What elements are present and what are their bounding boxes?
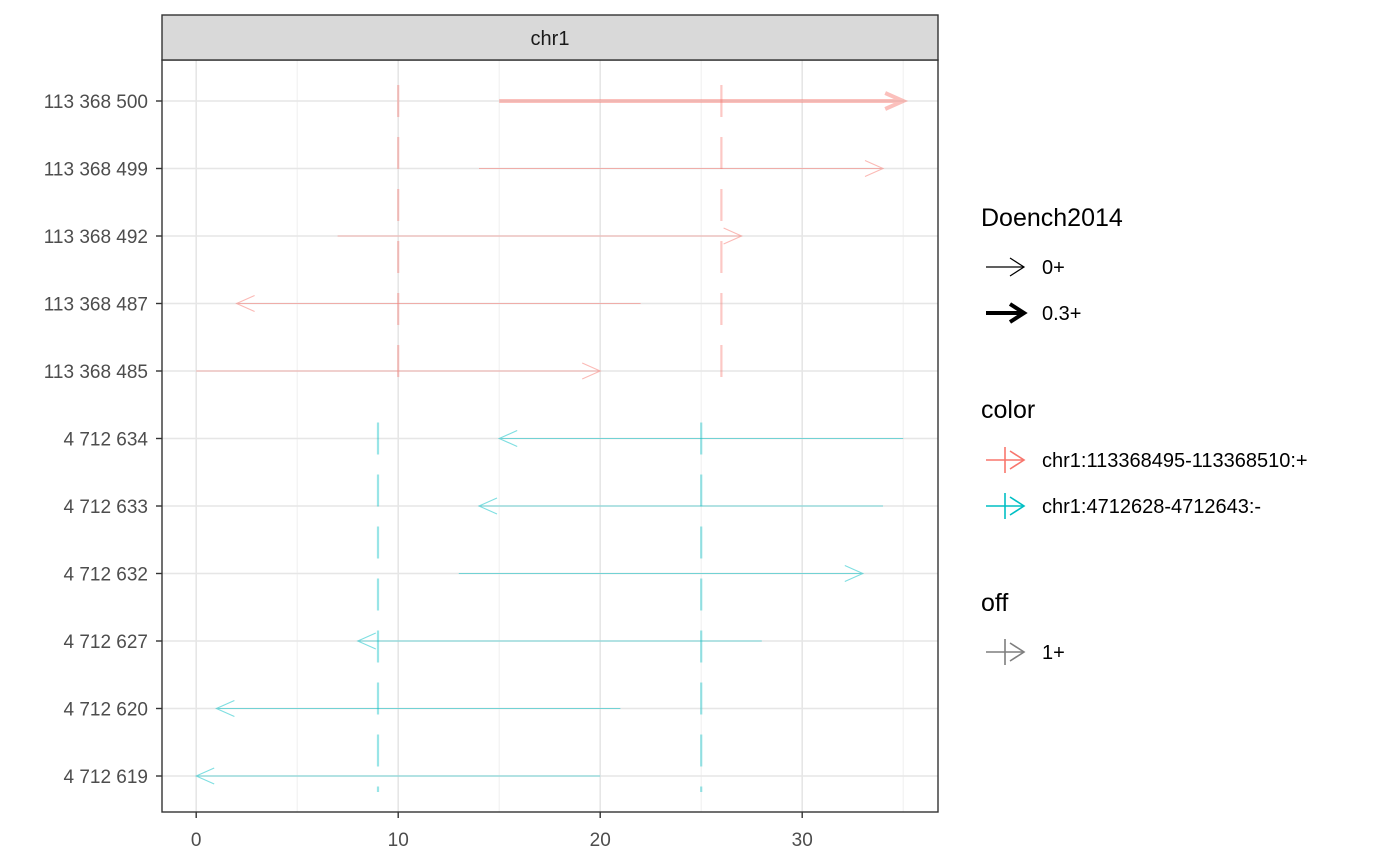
arrow-head [215, 699, 235, 718]
arrow-head [884, 91, 909, 111]
legend-label-color-red: chr1:113368495-113368510:+ [1042, 450, 1308, 472]
arrow-series [194, 91, 909, 785]
legend-key-off [986, 639, 1026, 665]
arrow-mark [356, 632, 762, 650]
legend-label-doench-thick: 0.3+ [1042, 303, 1081, 325]
y-tick-label: 4 712 620 [63, 700, 148, 721]
facet-strip-label: chr1 [531, 28, 570, 50]
arrow-head [497, 429, 518, 448]
x-tick-label: 20 [590, 830, 611, 851]
arrow-head [235, 294, 255, 313]
x-tick-label: 30 [792, 830, 813, 851]
legend-key-doench-thin [986, 257, 1026, 277]
arrow-mark [477, 497, 883, 515]
arrow-head [194, 767, 215, 785]
legend-title-color: color [981, 396, 1035, 424]
arrow-head [723, 227, 743, 245]
facet-strip: chr1 [161, 14, 939, 61]
legend-key-doench-thick [986, 302, 1028, 324]
arrow-head [844, 564, 865, 583]
legend-label-off: 1+ [1042, 642, 1065, 664]
x-tick-label: 0 [191, 830, 202, 851]
legend-key-head [1009, 450, 1026, 470]
facet-strip-background [161, 14, 939, 61]
arrow-mark [479, 159, 885, 178]
legend-key-head [1008, 302, 1028, 324]
reference-lines [376, 85, 723, 792]
y-tick-label: 113 368 485 [44, 362, 148, 383]
arrow-mark [194, 767, 601, 785]
y-tick-label: 4 712 633 [63, 497, 148, 518]
panel-background [162, 60, 938, 812]
arrow-mark [235, 294, 641, 313]
y-tick-label: 4 712 619 [63, 767, 148, 788]
y-tick-label: 4 712 634 [63, 430, 148, 451]
legend-title-off: off [981, 589, 1008, 617]
y-tick-label: 113 368 487 [44, 295, 148, 316]
legend-title-doench: Doench2014 [981, 204, 1123, 232]
legend-key-color-teal [986, 493, 1026, 519]
legend-key-color-red [986, 447, 1026, 473]
x-tick-label: 10 [388, 830, 409, 851]
legend: Doench2014 0+ 0.3+ color chr1:113368495-… [981, 204, 1308, 665]
arrow-head [581, 362, 602, 380]
y-tick-label: 4 712 632 [63, 565, 148, 586]
y-tick-label: 113 368 492 [44, 227, 148, 248]
plot-panel [162, 60, 938, 812]
arrow-mark [337, 227, 743, 245]
x-axis: 0 10 20 30 [191, 812, 813, 851]
arrow-mark [497, 429, 904, 448]
y-tick-label: 113 368 499 [44, 160, 148, 181]
arrow-mark [499, 91, 909, 111]
y-tick-label: 4 712 627 [63, 632, 148, 653]
y-axis: 113 368 500 113 368 499 113 368 492 113 368… [44, 92, 162, 788]
legend-key-head [1009, 257, 1026, 277]
legend-key-head [1009, 642, 1026, 662]
y-tick-label: 113 368 500 [44, 92, 148, 113]
legend-label-doench-thin: 0+ [1042, 257, 1065, 279]
arrow-head [477, 497, 498, 515]
arrow-mark [458, 564, 865, 583]
legend-label-color-teal: chr1:4712628-4712643:- [1042, 496, 1261, 518]
legend-key-head [1009, 496, 1026, 516]
arrow-mark [215, 699, 621, 718]
arrow-head [864, 159, 885, 178]
arrow-mark [196, 362, 602, 380]
arrow-head [356, 632, 377, 650]
